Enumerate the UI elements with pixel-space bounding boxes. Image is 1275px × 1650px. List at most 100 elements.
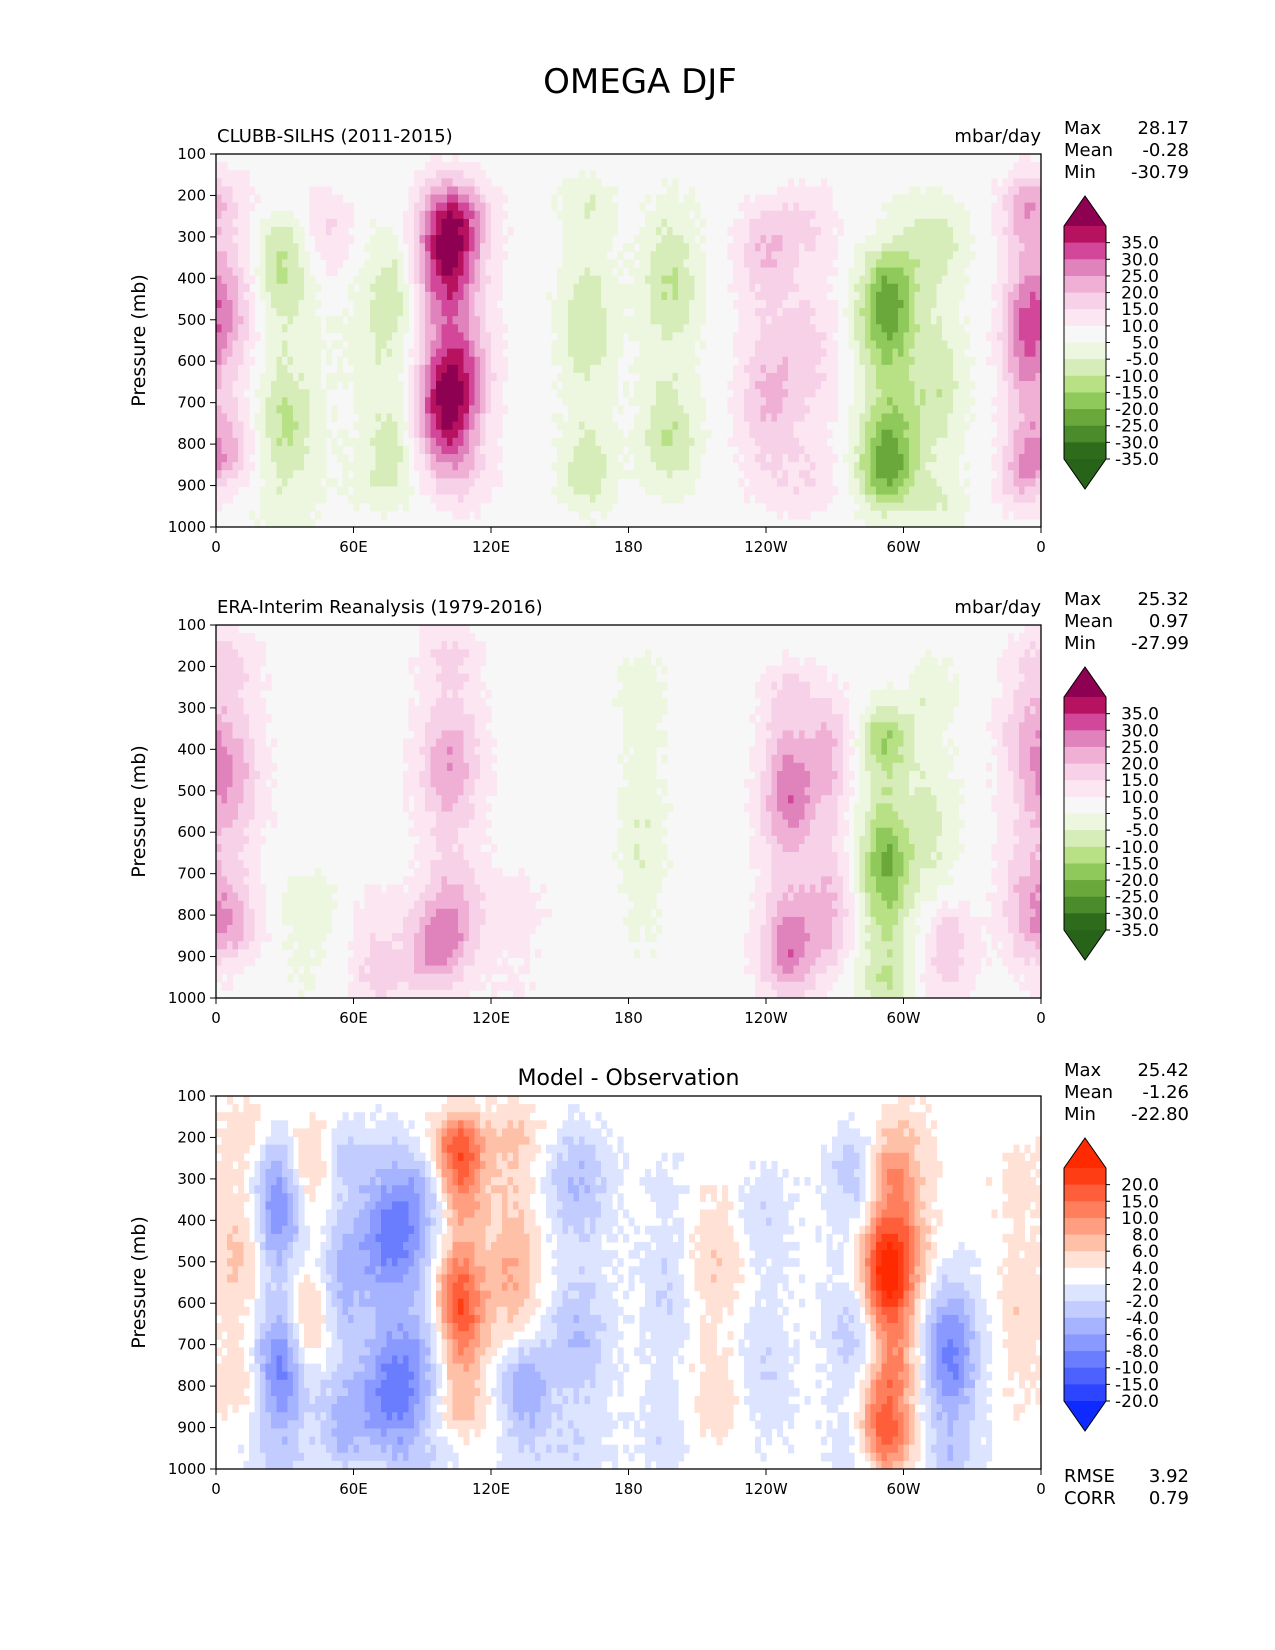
heatmap-cell bbox=[678, 462, 685, 471]
heatmap-cell bbox=[1008, 194, 1015, 204]
heatmap-cell bbox=[238, 178, 245, 188]
heatmap-cell bbox=[309, 324, 316, 333]
heatmap-cell bbox=[667, 324, 674, 333]
heatmap-cell bbox=[683, 235, 690, 244]
heatmap-cell bbox=[1019, 462, 1026, 471]
heatmap-cell bbox=[821, 178, 828, 188]
heatmap-cell bbox=[243, 673, 250, 683]
heatmap-cell bbox=[414, 429, 421, 439]
heatmap-cell bbox=[672, 291, 679, 301]
heatmap-cell bbox=[562, 308, 569, 317]
heatmap-cell bbox=[573, 283, 580, 293]
heatmap-cell bbox=[931, 291, 938, 301]
heatmap-cell bbox=[826, 218, 833, 228]
heatmap-cell bbox=[815, 186, 822, 196]
heatmap-cell bbox=[216, 884, 223, 894]
heatmap-cell bbox=[815, 494, 822, 504]
heatmap-cell bbox=[942, 308, 949, 317]
heatmap-cell bbox=[463, 170, 470, 179]
heatmap-cell bbox=[634, 413, 641, 423]
heatmap-cell bbox=[463, 437, 470, 447]
heatmap-field bbox=[216, 154, 1041, 527]
heatmap-cell bbox=[232, 811, 239, 821]
heatmap-cell bbox=[667, 243, 674, 252]
heatmap-cell bbox=[628, 429, 635, 439]
heatmap-cell bbox=[903, 372, 910, 382]
heatmap-cell bbox=[612, 316, 619, 325]
heatmap-cell bbox=[749, 332, 756, 342]
heatmap-cell bbox=[898, 454, 905, 463]
heatmap-cell bbox=[656, 243, 663, 252]
heatmap-cell bbox=[480, 372, 487, 382]
heatmap-cell bbox=[606, 299, 613, 309]
heatmap-cell bbox=[656, 429, 663, 439]
heatmap-cell bbox=[1008, 235, 1015, 244]
heatmap-cell bbox=[375, 486, 382, 496]
x-tick-label: 180 bbox=[614, 538, 643, 556]
heatmap-cell bbox=[557, 445, 564, 455]
heatmap-cell bbox=[331, 194, 338, 204]
heatmap-cell bbox=[573, 486, 580, 496]
heatmap-cell bbox=[744, 218, 751, 228]
heatmap-cell bbox=[925, 356, 932, 366]
heatmap-cell bbox=[909, 445, 916, 455]
heatmap-cell bbox=[612, 218, 619, 228]
heatmap-cell bbox=[480, 226, 487, 236]
heatmap-cell bbox=[238, 706, 245, 715]
heatmap-cell bbox=[601, 405, 608, 415]
heatmap-cell bbox=[342, 324, 349, 333]
heatmap-cell bbox=[799, 454, 806, 463]
heatmap-cell bbox=[392, 308, 399, 317]
heatmap-cell bbox=[859, 454, 866, 463]
heatmap-cell bbox=[364, 454, 371, 463]
heatmap-cell bbox=[876, 445, 883, 455]
heatmap-cell bbox=[573, 235, 580, 244]
heatmap-cell bbox=[639, 454, 646, 463]
heatmap-cell bbox=[898, 332, 905, 342]
heatmap-cell bbox=[430, 494, 437, 504]
heatmap-cell bbox=[320, 210, 327, 220]
heatmap-cell bbox=[287, 210, 294, 220]
heatmap-cell bbox=[645, 251, 652, 261]
heatmap-cell bbox=[584, 178, 591, 188]
heatmap-cell bbox=[425, 251, 432, 261]
heatmap-cell bbox=[590, 486, 597, 496]
heatmap-cell bbox=[430, 316, 437, 325]
heatmap-cell bbox=[914, 235, 921, 244]
heatmap-cell bbox=[315, 186, 322, 196]
heatmap-cell bbox=[595, 324, 602, 333]
heatmap-cell bbox=[749, 308, 756, 317]
heatmap-cell bbox=[573, 454, 580, 463]
heatmap-cell bbox=[777, 429, 784, 439]
heatmap-cell bbox=[623, 291, 630, 301]
heatmap-cell bbox=[947, 421, 954, 431]
heatmap-cell bbox=[309, 332, 316, 342]
heatmap-cell bbox=[942, 437, 949, 447]
heatmap-cell bbox=[958, 356, 965, 366]
heatmap-cell bbox=[381, 226, 388, 236]
heatmap-cell bbox=[282, 437, 289, 447]
heatmap-cell bbox=[238, 941, 245, 950]
heatmap-cell bbox=[232, 681, 239, 691]
heatmap-cell bbox=[309, 429, 316, 439]
heatmap-cell bbox=[414, 202, 421, 212]
heatmap-cell bbox=[892, 413, 899, 423]
heatmap-cell bbox=[337, 259, 344, 269]
heatmap-cell bbox=[337, 445, 344, 455]
heatmap-cell bbox=[931, 267, 938, 277]
heatmap-cell bbox=[694, 372, 701, 382]
heatmap-cell bbox=[689, 316, 696, 325]
heatmap-cell bbox=[909, 340, 916, 350]
heatmap-cell bbox=[782, 267, 789, 277]
heatmap-cell bbox=[766, 275, 773, 285]
heatmap-cell bbox=[749, 283, 756, 293]
heatmap-cell bbox=[584, 308, 591, 317]
heatmap-cell bbox=[656, 308, 663, 317]
heatmap-cell bbox=[425, 397, 432, 406]
heatmap-cell bbox=[227, 860, 234, 869]
heatmap-cell bbox=[931, 478, 938, 488]
heatmap-cell bbox=[865, 429, 872, 439]
heatmap-cell bbox=[606, 372, 613, 382]
heatmap-cell bbox=[238, 291, 245, 301]
heatmap-cell bbox=[1002, 299, 1009, 309]
